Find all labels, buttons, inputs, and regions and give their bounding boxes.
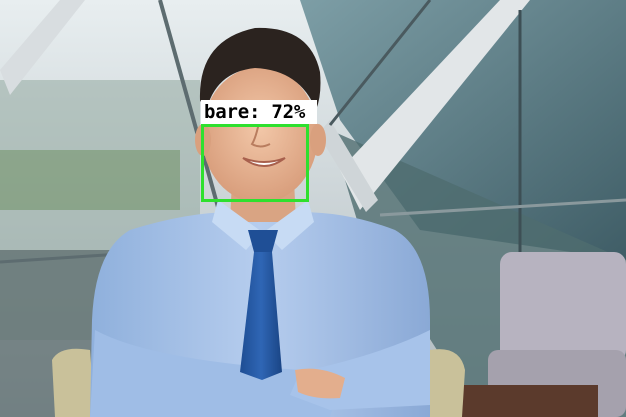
detection-label: bare: 72%: [204, 101, 306, 123]
detection-label-background: [201, 100, 317, 124]
detection-bounding-box: [201, 124, 309, 202]
